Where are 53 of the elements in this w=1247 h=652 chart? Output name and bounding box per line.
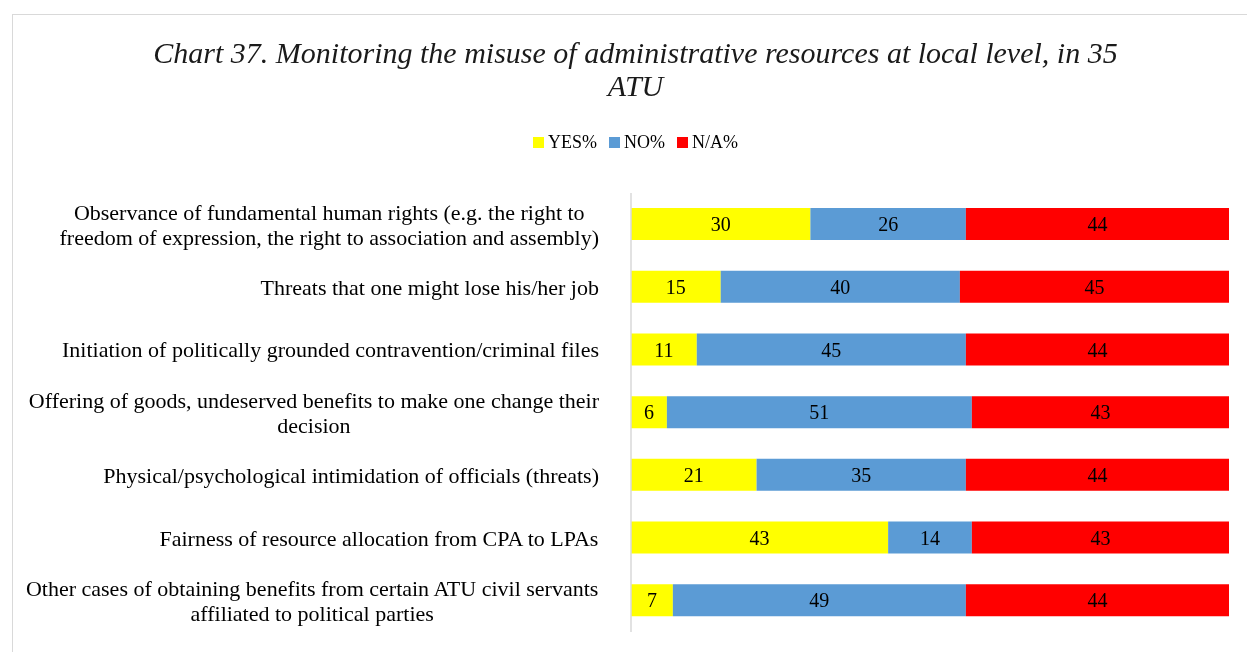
data-label: 45 [821,338,842,361]
data-label: 49 [809,589,830,612]
legend-label: NO% [624,132,665,153]
bar [810,208,966,240]
legend-label: N/A% [692,132,738,153]
y-tick-label: Physical/psychological intimidation of officials (threats) [103,462,599,488]
data-label: 11 [654,338,674,361]
bar [971,521,1229,554]
y-tick-label: Observance of fundamental human rights (e.g. the right to freedom of expression, the right to association and assembly) [59,199,600,250]
data-label: 43 [1090,401,1111,424]
data-label: 45 [1084,275,1105,298]
bar [631,396,667,429]
bar [631,270,721,303]
bar [959,270,1229,303]
data-label: 15 [665,275,686,298]
bar [965,333,1229,366]
bar [965,208,1229,240]
bar [672,584,966,617]
bar [631,584,673,617]
data-label: 30 [710,213,731,236]
legend-label: YES% [548,132,597,153]
data-label: 6 [643,401,654,424]
bar [965,458,1229,491]
data-label: 44 [1087,589,1108,612]
data-label: 43 [1090,526,1111,549]
bar [666,396,972,429]
y-tick-label: Threats that one might lose his/her job [260,274,600,300]
bar [631,208,811,240]
y-tick-label: Initiation of politically grounded contravention/criminal files [61,337,599,363]
bar [631,521,889,554]
bar [888,521,972,554]
data-label: 51 [809,401,830,424]
data-label: 44 [1087,463,1108,486]
y-tick-label: Offering of goods, undeserved benefits to make one change their decision [28,387,600,438]
y-tick-label: Other cases of obtaining benefits from certain ATU civil servants affiliated to political parties [25,575,599,626]
bar [631,333,697,366]
data-label: 21 [683,463,704,486]
data-label: 14 [920,526,940,549]
chart-title: Chart 37. Monitoring the misuse of administrative resources at local level, in 35 ATU [152,36,1119,102]
data-label: 40 [830,275,851,298]
data-label: 44 [1087,213,1108,236]
bar [965,584,1229,617]
data-label: 26 [878,213,899,236]
data-label: 35 [851,463,872,486]
data-label: 43 [749,526,770,549]
bar [631,458,757,491]
bar [756,458,966,491]
bar [720,270,960,303]
bar [696,333,966,366]
data-label: 7 [646,589,657,612]
bar [971,396,1229,429]
data-label: 44 [1087,338,1108,361]
y-tick-label: Fairness of resource allocation from CPA to LPAs [159,525,599,551]
